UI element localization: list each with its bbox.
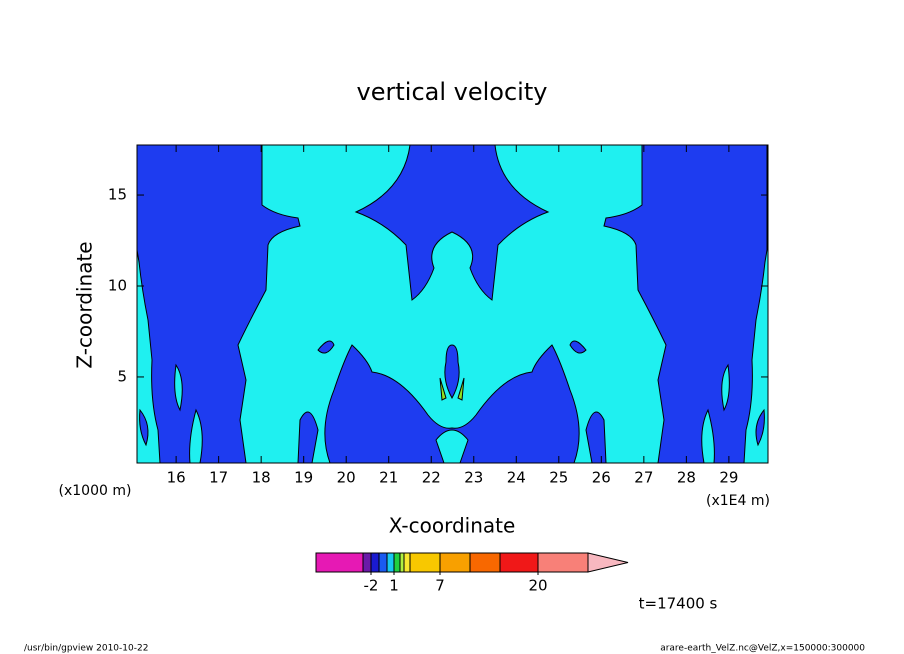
y-axis-label: Z-coordinate xyxy=(73,241,97,368)
colorbar-box xyxy=(378,552,388,573)
x-tick-label: 18 xyxy=(252,469,271,487)
chart-title: vertical velocity xyxy=(357,78,548,106)
colorbar-extend xyxy=(587,552,629,573)
contour-center-spot xyxy=(444,344,460,400)
footer-right: arare-earth_VelZ.nc@VelZ,x=150000:300000 xyxy=(660,644,865,654)
colorbar-tick-label: 1 xyxy=(389,577,399,595)
x-tick-label: 22 xyxy=(422,469,441,487)
colorbar-box xyxy=(315,552,364,573)
x-tick-label: 26 xyxy=(592,469,611,487)
y-tick-label: 10 xyxy=(108,276,127,294)
x-tick-label: 23 xyxy=(464,469,483,487)
x-tick-label: 17 xyxy=(209,469,228,487)
colorbar-box xyxy=(362,552,372,573)
colorbar-box xyxy=(386,552,395,573)
x-tick-label: 29 xyxy=(719,469,738,487)
colorbar-tick-label: -2 xyxy=(364,577,379,595)
colorbar-box xyxy=(403,552,411,573)
contour-center-dent xyxy=(435,429,469,463)
annotation: t=17400 s xyxy=(639,595,718,613)
x-tick-label: 16 xyxy=(167,469,186,487)
plot-frame xyxy=(136,144,769,464)
y-tick-label: 15 xyxy=(108,186,127,204)
contour-center-top xyxy=(354,145,550,301)
x-tick-label: 28 xyxy=(677,469,696,487)
y-tick-label: 5 xyxy=(117,367,127,385)
colorbar-box xyxy=(399,552,405,573)
x-tick-label: 20 xyxy=(337,469,356,487)
colorbar-tick-label: 20 xyxy=(528,577,547,595)
contour-field xyxy=(137,145,768,463)
contour-center-green xyxy=(439,377,465,401)
contour-center-bottom xyxy=(324,344,580,463)
x-tick-label: 25 xyxy=(549,469,568,487)
colorbar-box xyxy=(439,552,471,573)
x-tick-label: 27 xyxy=(634,469,653,487)
footer-left: /usr/bin/gpview 2010-10-22 xyxy=(24,644,148,654)
x-scale-label: (x1E4 m) xyxy=(706,493,770,509)
colorbar-box xyxy=(499,552,539,573)
x-unit-label: (x1000 m) xyxy=(59,483,132,499)
colorbar-tick-label: 7 xyxy=(435,577,445,595)
x-axis-label: X-coordinate xyxy=(389,514,516,538)
colorbar-box xyxy=(469,552,501,573)
x-tick-label: 21 xyxy=(379,469,398,487)
colorbar-box xyxy=(409,552,441,573)
contour-left xyxy=(137,145,335,463)
colorbar-box xyxy=(393,552,401,573)
colorbar-box xyxy=(370,552,380,573)
x-tick-label: 24 xyxy=(507,469,526,487)
x-tick-label: 19 xyxy=(294,469,313,487)
colorbar-box xyxy=(537,552,589,573)
